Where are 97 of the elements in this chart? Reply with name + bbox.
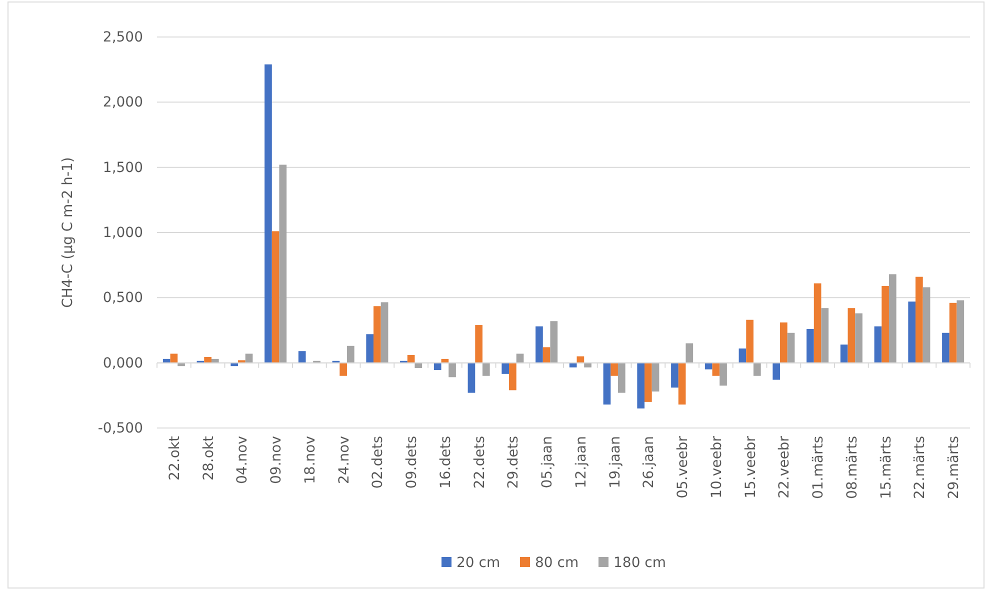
bar	[569, 362, 577, 368]
bar	[238, 360, 246, 363]
bar	[610, 362, 618, 376]
bar	[162, 358, 170, 363]
bar	[949, 302, 957, 363]
bar	[772, 362, 780, 380]
bar	[475, 325, 482, 363]
x-tick-label: 15.märts	[878, 436, 894, 500]
bar	[482, 362, 490, 376]
bar	[780, 322, 788, 363]
bar	[374, 306, 381, 363]
bar	[298, 351, 306, 363]
bar	[821, 308, 829, 363]
x-tick-label: 12.jaan	[573, 436, 590, 488]
x-tick-label: 05.jaan	[540, 436, 556, 488]
bar	[584, 362, 592, 368]
x-tick-label: 22.märts	[912, 436, 928, 500]
y-axis-title: CH4-C (µg C m-2 h-1)	[60, 157, 76, 308]
x-tick-label: 22.okt	[166, 436, 183, 480]
bar	[644, 362, 652, 402]
bar	[434, 362, 442, 370]
bar	[814, 283, 822, 363]
bar	[245, 354, 253, 363]
x-tick-label: 26.jaan	[641, 436, 658, 488]
bar	[712, 362, 720, 376]
x-tick-label: 28.okt	[200, 436, 217, 480]
bar	[806, 328, 814, 363]
bar	[340, 362, 347, 376]
y-tick-label: 1,000	[102, 224, 143, 241]
bar	[264, 64, 272, 363]
x-tick-label: 15.veebr	[742, 436, 759, 498]
x-tick-label: 05.veebr	[675, 436, 692, 498]
bar	[956, 300, 964, 363]
y-tick-label: 2,500	[102, 29, 143, 46]
bar	[502, 362, 510, 374]
bar	[516, 354, 524, 363]
bar	[840, 344, 848, 363]
bar	[720, 362, 727, 386]
bar	[888, 274, 896, 363]
bar	[346, 346, 354, 363]
bar	[916, 276, 923, 363]
bar	[407, 355, 415, 363]
bar	[848, 308, 856, 363]
legend-label: 20 cm	[456, 555, 500, 571]
bar	[618, 362, 626, 393]
x-tick-label: 04.nov	[234, 436, 251, 484]
bar	[204, 356, 212, 363]
x-tick-label: 02.dets	[370, 436, 386, 489]
x-tick-label: 09.nov	[268, 436, 285, 484]
x-tick-label: 08.märts	[844, 436, 860, 500]
y-tick-label: 1,500	[102, 160, 143, 176]
bar	[603, 362, 611, 405]
y-tick-label: 0,500	[102, 290, 143, 306]
y-tick-label: 0,000	[102, 355, 143, 372]
bar	[922, 287, 930, 363]
bar	[855, 313, 862, 363]
bar	[211, 358, 219, 363]
x-tick-label: 24.nov	[336, 436, 352, 484]
x-tick-label: 19.jaan	[607, 436, 624, 488]
y-tick-label: -0,500	[98, 420, 143, 436]
x-tick-label: 16.dets	[438, 436, 454, 489]
bar	[787, 332, 795, 363]
legend-label: 80 cm	[535, 555, 579, 571]
bar	[671, 362, 678, 388]
x-tick-label: 10.veebr	[708, 436, 725, 498]
y-tick-label: 2,000	[102, 94, 143, 111]
bar	[448, 362, 456, 378]
bar	[908, 302, 916, 363]
bar	[542, 347, 550, 363]
bar	[550, 321, 558, 363]
bar	[704, 362, 712, 370]
bar	[678, 362, 686, 405]
bar	[279, 164, 287, 363]
x-tick-label: 22.dets	[472, 436, 488, 489]
x-tick-label: 22.veebr	[776, 436, 793, 498]
bar	[942, 332, 950, 363]
bar	[686, 343, 694, 363]
x-tick-label: 18.nov	[302, 436, 318, 484]
x-tick-label: 29.märts	[946, 436, 962, 500]
bar	[738, 348, 746, 363]
x-tick-label: 29.dets	[506, 436, 522, 489]
bar	[536, 326, 543, 363]
bar	[746, 320, 754, 363]
x-tick-label: 01.märts	[810, 436, 827, 500]
legend-label: 180 cm	[614, 555, 666, 571]
bar	[753, 362, 761, 376]
x-tick-label: 09.dets	[404, 436, 420, 489]
bar	[468, 362, 476, 393]
bar	[170, 354, 178, 363]
bar	[272, 231, 280, 363]
bar	[509, 362, 516, 390]
bar	[366, 334, 374, 363]
bar	[874, 326, 882, 363]
bar	[882, 286, 889, 363]
bar	[380, 302, 388, 363]
bar	[637, 362, 645, 408]
bar	[652, 362, 660, 392]
